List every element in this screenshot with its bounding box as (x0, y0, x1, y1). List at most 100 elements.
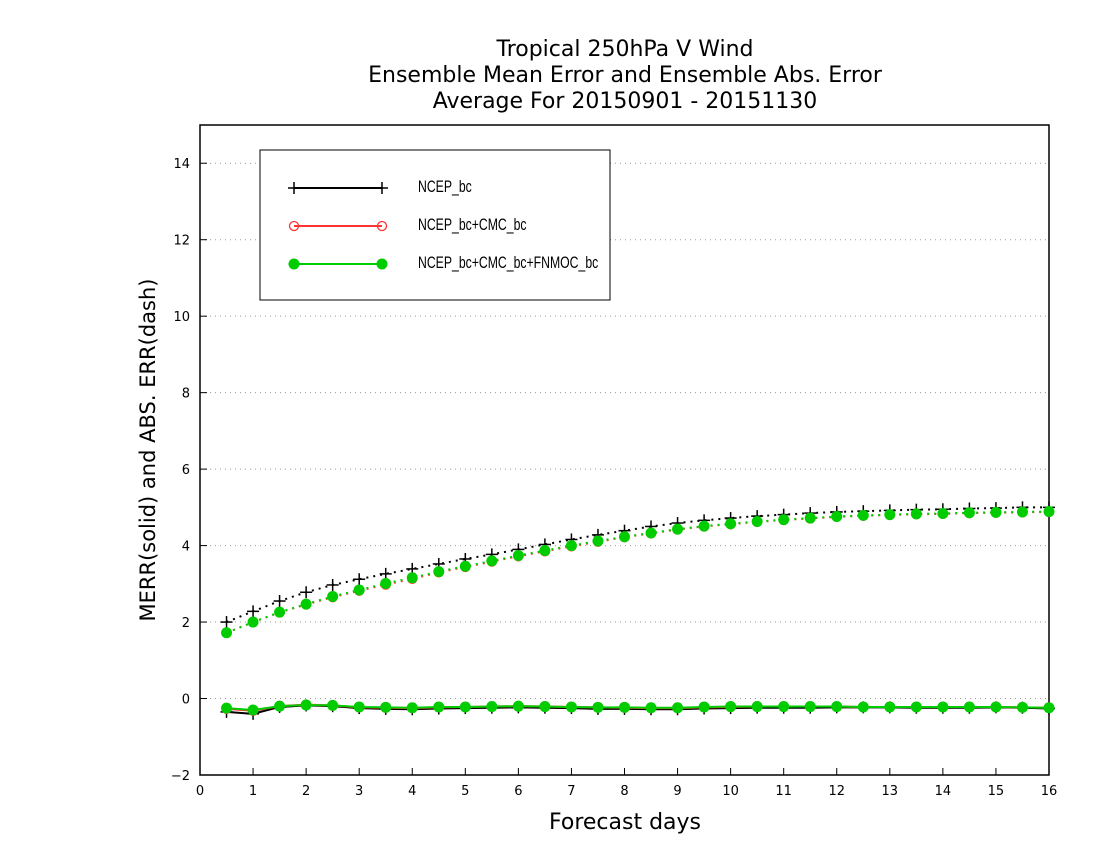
abs-err-point (751, 516, 763, 527)
x-tick-label: 8 (620, 784, 628, 799)
merr-point (274, 700, 286, 712)
merr-point (804, 701, 816, 713)
legend-label: NCEP_bc+CMC_bc+FNMOC_bc (418, 253, 599, 272)
legend-marker (288, 258, 300, 270)
abs-err-point (300, 598, 312, 610)
merr-point (406, 702, 418, 714)
abs-err-point (645, 527, 657, 539)
merr-point (1016, 701, 1028, 713)
abs-err-point (353, 584, 365, 596)
abs-err-point (273, 595, 286, 608)
abs-err-line (226, 506, 1049, 623)
abs-err-point (963, 507, 975, 519)
abs-err-point (778, 514, 790, 526)
merr-point (327, 699, 339, 711)
abs-err-point (327, 590, 339, 602)
merr-point (247, 704, 259, 716)
x-tick-label: 15 (988, 784, 1005, 799)
x-tick-label: 2 (302, 784, 310, 799)
y-tick-label: 14 (173, 157, 190, 172)
abs-err-point (221, 627, 233, 639)
chart-title-line-3: Average For 20150901 - 20151130 (432, 89, 818, 114)
merr-point (937, 701, 949, 713)
abs-err-point (512, 550, 524, 562)
legend-marker (376, 182, 388, 194)
series-2 (221, 506, 1055, 716)
merr-point (963, 701, 975, 713)
merr-point (884, 701, 896, 713)
x-axis-label: Forecast days (548, 810, 701, 835)
abs-err-point (1016, 506, 1028, 518)
y-tick-label: 12 (173, 234, 190, 249)
series-3 (221, 506, 1055, 716)
x-tick-label: 7 (567, 784, 575, 799)
abs-err-point (379, 567, 392, 580)
abs-err-point (910, 508, 922, 520)
merr-point (539, 701, 551, 713)
abs-err-point (406, 572, 418, 584)
abs-err-point (831, 511, 843, 523)
merr-point (910, 701, 922, 713)
x-tick-label: 14 (935, 784, 952, 799)
abs-err-point (247, 616, 259, 628)
data-series (220, 501, 1055, 720)
legend-marker (376, 220, 388, 232)
merr-point (459, 701, 471, 713)
abs-err-point (380, 577, 392, 589)
merr-point (698, 701, 710, 713)
x-tick-label: 1 (249, 784, 257, 799)
x-tick-label: 10 (722, 784, 739, 799)
abs-err-point (725, 518, 737, 530)
merr-point (831, 701, 843, 713)
abs-err-point (619, 531, 630, 543)
abs-err-point (698, 520, 710, 532)
x-tick-label: 9 (673, 784, 681, 799)
x-tick-label: 5 (461, 784, 469, 799)
y-tick-label: 8 (182, 387, 190, 402)
merr-point (857, 701, 869, 713)
x-tick-label: 3 (355, 784, 363, 799)
abs-err-point (486, 555, 498, 567)
abs-err-point (247, 605, 260, 618)
merr-point (565, 701, 577, 713)
x-tick-label: 16 (1041, 784, 1058, 799)
x-tick-label: 13 (882, 784, 899, 799)
merr-point (486, 701, 498, 713)
x-tick-label: 0 (196, 784, 204, 799)
x-tick-label: 4 (408, 784, 416, 799)
merr-point (300, 699, 312, 711)
abs-err-point (220, 616, 233, 629)
merr-point (778, 701, 790, 713)
y-tick-label: −2 (171, 769, 190, 784)
y-tick-label: 10 (173, 310, 190, 325)
merr-point (221, 702, 233, 714)
merr-point (645, 702, 657, 714)
abs-err-point (565, 540, 577, 552)
abs-err-point (433, 566, 445, 578)
x-tick-label: 6 (514, 784, 522, 799)
y-tick-label: 6 (182, 463, 190, 478)
legend-marker (288, 220, 300, 232)
legend-label: NCEP_bc+CMC_bc (418, 215, 527, 234)
x-tick-label: 11 (775, 784, 792, 799)
merr-point (990, 701, 1002, 713)
merr-point (353, 701, 365, 713)
abs-err-point (353, 573, 366, 586)
abs-err-point (804, 512, 816, 524)
chart-title-line-2: Ensemble Mean Error and Ensemble Abs. Er… (368, 63, 882, 88)
abs-err-point (990, 506, 1002, 518)
legend-marker (376, 258, 388, 270)
plot-frame (199, 124, 1050, 776)
merr-point (380, 701, 392, 713)
legend (259, 149, 611, 301)
abs-err-point (884, 509, 896, 521)
abs-err-point (857, 509, 869, 521)
legend-marker (288, 182, 300, 194)
merr-point (433, 701, 445, 713)
y-tick-label: 0 (182, 693, 190, 708)
abs-err-point (937, 507, 949, 519)
chart-title-line-1: Tropical 250hPa V Wind (496, 37, 754, 62)
y-axis-label: MERR(solid) and ABS. ERR(dash) (136, 278, 160, 622)
y-tick-label: 2 (182, 616, 190, 631)
